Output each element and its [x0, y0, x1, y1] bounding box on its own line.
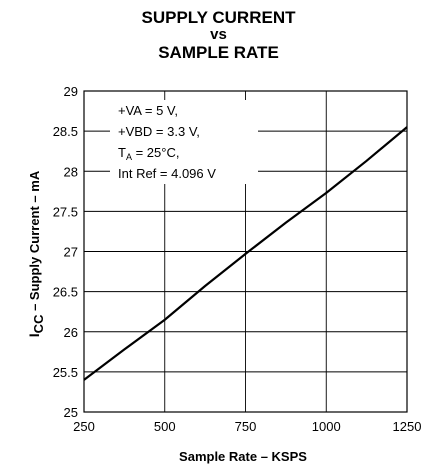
y-tick-label: 25.5	[53, 365, 78, 380]
y-tick-label: 27	[64, 245, 78, 260]
y-tick-labels: 25 25.5 26 26.5 27 27.5 28 28.5 29	[53, 84, 78, 420]
chart-title-line3: SAMPLE RATE	[158, 43, 279, 62]
conditions-annotation: +VA = 5 V, +VBD = 3.3 V, TA = 25°C, Int …	[110, 100, 258, 184]
annotation-line-ta: TA = 25°C,	[118, 145, 179, 162]
plot-frame	[83, 90, 408, 413]
y-tick-label: 29	[64, 84, 78, 99]
x-axis-label: Sample Rate – KSPS	[179, 449, 307, 464]
x-tick-label: 500	[154, 419, 176, 434]
annotation-line-va: +VA = 5 V,	[118, 103, 178, 118]
chart-title: SUPPLY CURRENT	[141, 8, 296, 27]
y-tick-label: 25	[64, 405, 78, 420]
y-tick-label: 26.5	[53, 285, 78, 300]
annotation-line-ref: Int Ref = 4.096 V	[118, 166, 216, 181]
x-tick-label: 1250	[393, 419, 422, 434]
y-tick-label: 28.5	[53, 124, 78, 139]
y-tick-label: 28	[64, 164, 78, 179]
y-axis-label: ICC – Supply Current – mA	[26, 170, 46, 337]
x-tick-label: 1000	[312, 419, 341, 434]
chart-title-vs: vs	[210, 26, 227, 43]
x-tick-label: 750	[235, 419, 257, 434]
y-tick-label: 27.5	[53, 204, 78, 219]
series-line	[83, 126, 408, 381]
x-tick-labels: 250 500 750 1000 1250	[73, 419, 421, 434]
x-tick-label: 250	[73, 419, 95, 434]
annotation-line-vbd: +VBD = 3.3 V,	[118, 124, 200, 139]
y-tick-label: 26	[64, 325, 78, 340]
